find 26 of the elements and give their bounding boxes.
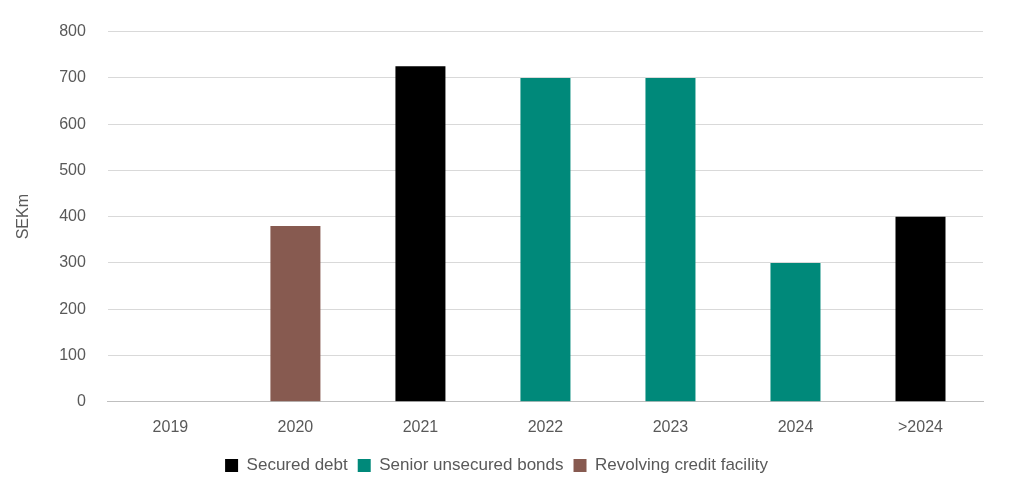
y-axis-title: SEKm <box>14 194 32 240</box>
y-tick-label: 600 <box>59 114 86 132</box>
x-tick-label: 2022 <box>527 417 564 435</box>
legend-label: Senior unsecured bonds <box>379 455 564 475</box>
bar <box>895 216 946 402</box>
y-tick-label: 400 <box>59 207 86 225</box>
legend-label: Revolving credit facility <box>595 455 769 475</box>
legend-label: Secured debt <box>246 455 348 475</box>
bar <box>520 77 571 402</box>
bar <box>645 77 696 402</box>
bar <box>770 262 821 402</box>
x-tick-label: >2024 <box>898 417 944 435</box>
x-tick-label: 2024 <box>777 417 814 435</box>
y-tick-label: 800 <box>59 22 86 40</box>
x-tick-label: 2019 <box>152 417 189 435</box>
bar <box>270 225 321 402</box>
x-tick-label: 2020 <box>277 417 314 435</box>
y-tick-label: 700 <box>59 68 86 86</box>
y-tick-label: 0 <box>76 392 86 410</box>
y-tick-label: 100 <box>59 345 86 363</box>
bar <box>395 66 446 402</box>
x-tick-label: 2021 <box>402 417 439 435</box>
y-tick-label: 300 <box>59 253 86 271</box>
y-tick-label: 200 <box>59 299 86 317</box>
x-tick-label: 2023 <box>652 417 689 435</box>
y-tick-label: 500 <box>59 160 86 178</box>
